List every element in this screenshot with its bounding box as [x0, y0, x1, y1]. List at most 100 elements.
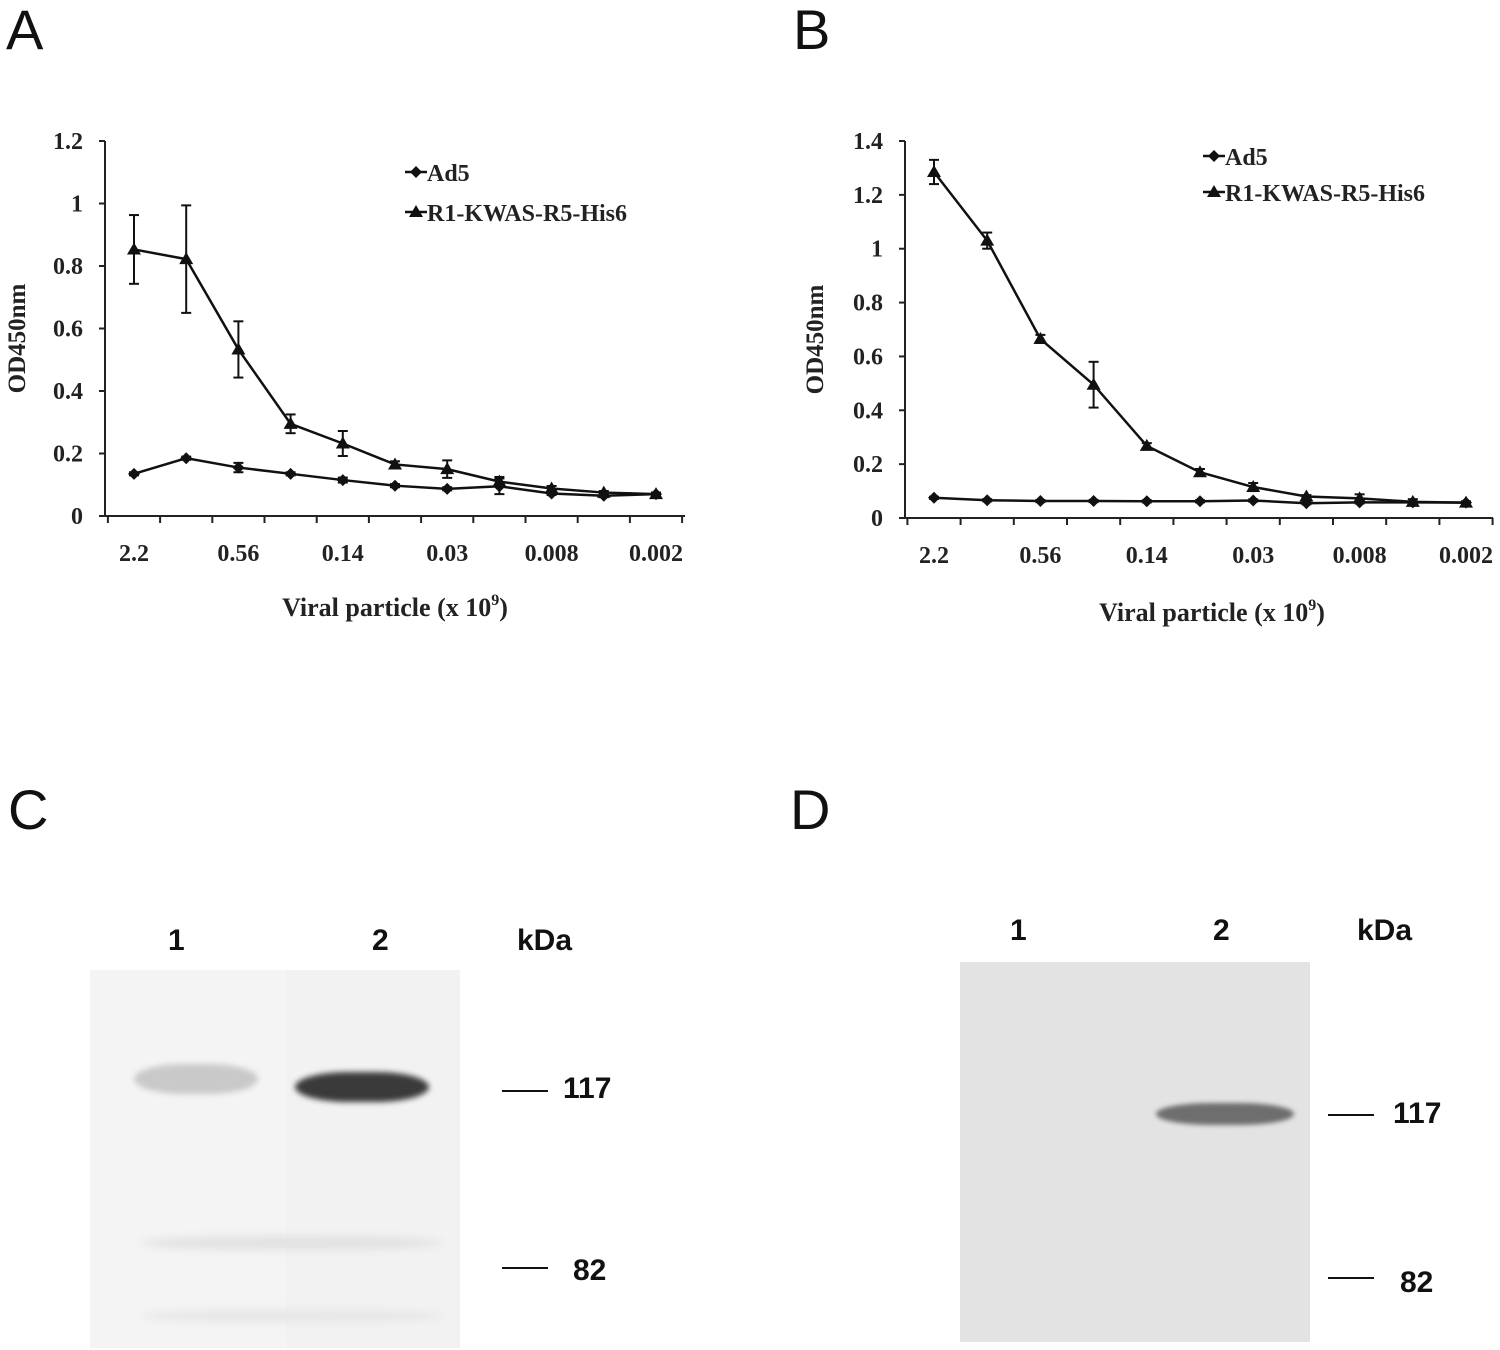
blot-c-lane-1-strip: [90, 970, 283, 1348]
chart-a-y-tick-label: 1.2: [53, 129, 83, 155]
chart-b-series-r1-kwas-r5-his6-point: [927, 164, 941, 177]
blot-d-lane-1: 1: [1010, 914, 1027, 947]
chart-b-series-r1-kwas-r5-his6-point: [1459, 495, 1473, 508]
chart-b-series-r1-kwas-r5-his6-point: [1246, 480, 1261, 493]
chart-a-x-axis-label: Viral particle (x 109): [282, 592, 508, 622]
chart-a-series-r1-kwas-r5-his6-point: [596, 485, 611, 498]
panel-label-c: C: [8, 778, 49, 841]
chart-b-series-r1-kwas-r5-his6-point: [1086, 377, 1101, 390]
chart-a-series-ad5-point: [389, 479, 401, 492]
chart-b-x-axis-label: Viral particle (x 109): [1099, 597, 1325, 627]
chart-a-series-ad5-point: [232, 461, 245, 474]
chart-b-y-axis-label: OD450nm: [802, 284, 829, 394]
chart-b-series-ad5-point: [981, 494, 994, 507]
chart-b-series-ad5-point: [1140, 495, 1153, 508]
blot-d-marker-82: 82: [1400, 1266, 1434, 1299]
chart-a-legend-label: Ad5: [427, 161, 470, 187]
chart-a-series-ad5-point: [441, 482, 454, 495]
blot-c-marker-82-tick: [502, 1267, 548, 1269]
chart-b-legend-marker-r1-kwas-r5-his6: [1207, 185, 1221, 197]
chart-a-y-tick-label: 0.4: [53, 379, 83, 405]
blot-c-lane-2: 2: [372, 924, 389, 957]
blot-c-lane-1-band: [134, 1064, 258, 1094]
chart-a-series-r1-kwas-r5-his6-line: [133, 248, 657, 496]
chart-a-y-tick-label: 1: [71, 192, 83, 218]
blot-c-lane-1: 1: [168, 924, 185, 957]
blot-c-kda-label: kDa: [517, 924, 573, 957]
chart-b-series-r1-kwas-r5-his6-point: [1405, 494, 1420, 507]
chart-b-x-tick-label: 0.002: [1439, 543, 1493, 569]
panel-label-d: D: [790, 778, 831, 841]
chart-a-y-tick-label: 0.8: [53, 254, 83, 280]
chart-b-x-tick-label: 0.008: [1333, 543, 1387, 569]
chart-b-x-tick-label: 0.03: [1232, 543, 1274, 569]
chart-b-series-ad5-point: [1247, 494, 1260, 507]
chart-a-series-r1-kwas-r5-his6-point: [179, 252, 194, 265]
chart-a-series-ad5-point: [284, 467, 297, 480]
chart-a-series-r1-kwas-r5-his6-point: [127, 242, 141, 255]
blot-d-kda-label: kDa: [1357, 914, 1413, 947]
chart-a-series-r1-kwas-r5-his6-point: [335, 436, 350, 449]
chart-a-y-axis-label: OD450nm: [4, 283, 31, 393]
chart-b-y-tick-label: 0.4: [853, 398, 883, 424]
blot-c-faint-band: [142, 1310, 442, 1322]
blot-c-faint-band: [142, 1236, 442, 1250]
chart-b-y-tick-label: 1: [871, 237, 883, 263]
chart-b-y-tick-label: 0.2: [853, 452, 883, 478]
blot-d-lane-2: 2: [1213, 914, 1230, 947]
chart-a-legend-marker-r1-kwas-r5-his6: [409, 205, 423, 217]
blot-c-marker-117: 117: [563, 1072, 612, 1105]
blot-d-marker-117: 117: [1393, 1097, 1442, 1130]
blot-d-marker-117-tick: [1328, 1114, 1374, 1116]
chart-a-series-r1-kwas-r5-his6-point: [492, 474, 507, 487]
chart-a-series-r1-kwas-r5-his6-point: [649, 487, 663, 500]
chart-a-x-tick-label: 2.2: [119, 541, 149, 567]
chart-b-y-tick-label: 0.8: [853, 291, 883, 317]
chart-a-x-tick-label: 0.14: [322, 541, 364, 567]
chart-b-x-tick-label: 0.14: [1126, 543, 1168, 569]
panel-label-a: A: [6, 0, 44, 61]
chart-b-legend-label: Ad5: [1225, 145, 1268, 171]
blot-c-lane-2-band: [295, 1072, 429, 1102]
chart-b-series-ad5-point: [928, 491, 940, 504]
chart-b-series-ad5-point: [1194, 495, 1206, 508]
panel-label-b: B: [793, 0, 831, 61]
blot-c-lane-2-strip: [285, 970, 460, 1348]
chart-b-y-tick-label: 1.2: [853, 183, 883, 209]
chart-b-x-tick-label: 0.56: [1019, 543, 1061, 569]
chart-b-series-r1-kwas-r5-his6-point: [1193, 465, 1207, 478]
chart-b-series-r1-kwas-r5-his6-point: [1139, 438, 1154, 451]
chart-a-legend-marker-ad5: [410, 166, 422, 178]
chart-a-series-r1-kwas-r5-his6-point: [283, 416, 298, 429]
chart-b-series-r1-kwas-r5-his6-point: [1352, 491, 1367, 504]
blot-d-marker-82-tick: [1328, 1277, 1374, 1279]
chart-b-series-r1-kwas-r5-his6-point: [980, 233, 995, 246]
blot-c-marker-117-tick: [502, 1090, 548, 1092]
chart-b-series-r1-kwas-r5-his6-line: [933, 171, 1467, 504]
chart-a-x-tick-label: 0.03: [426, 541, 468, 567]
blot-c-membrane: [90, 970, 460, 1348]
blot-c-marker-82: 82: [573, 1254, 607, 1287]
chart-b-y-tick-label: 1.4: [853, 129, 883, 155]
chart-a-series-r1-kwas-r5-his6-point: [440, 462, 455, 475]
chart-a-series-ad5-point: [336, 474, 349, 487]
chart-a-y-tick-label: 0.2: [53, 442, 83, 468]
chart-b-series-ad5-point: [1034, 495, 1047, 508]
chart-b-series-r1-kwas-r5-his6-point: [1033, 331, 1048, 344]
chart-b-legend-label: R1-KWAS-R5-His6: [1225, 181, 1425, 207]
chart-b-y-tick-label: 0: [871, 506, 883, 532]
chart-b-series-r1-kwas-r5-his6-point: [1299, 489, 1314, 502]
chart-a-series-ad5-point: [128, 467, 140, 480]
chart-a-series-r1-kwas-r5-his6-point: [544, 481, 559, 494]
chart-a-y-tick-label: 0: [71, 504, 83, 530]
chart-a-series-r1-kwas-r5-his6-point: [231, 342, 246, 355]
chart-b-legend-marker-ad5: [1208, 150, 1220, 162]
blot-d-lane-2-band: [1156, 1103, 1294, 1125]
chart-a-y-tick-label: 0.6: [53, 317, 83, 343]
chart-b-y-tick-label: 0.6: [853, 344, 883, 370]
elisa-charts: 0 0.2 0.4 0.6 0.8 1 1.2 2.2 0.56 0.14 0.03 0.008 0.0…: [4, 129, 1494, 627]
chart-a-x-tick-label: 0.56: [217, 541, 259, 567]
chart-b-series-ad5-point: [1087, 495, 1100, 508]
chart-a-x-tick-label: 0.002: [629, 541, 683, 567]
chart-a-legend-label: R1-KWAS-R5-His6: [427, 201, 627, 227]
